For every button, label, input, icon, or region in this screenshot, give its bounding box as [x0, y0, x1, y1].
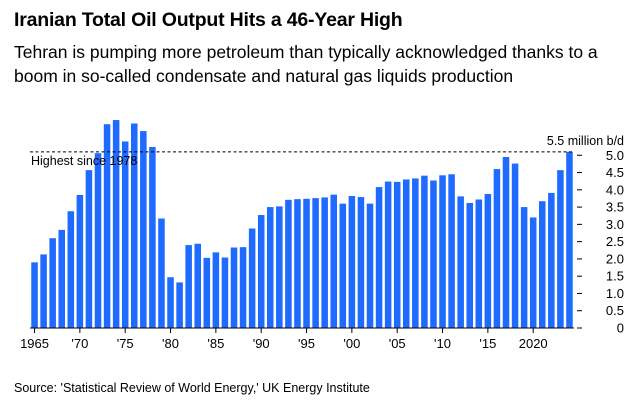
bar-2012: [457, 196, 464, 328]
bar-series: [31, 120, 573, 329]
bar-2019: [520, 207, 528, 328]
bar-1982: [185, 245, 192, 328]
bar-1967: [49, 238, 56, 328]
chart-subtitle: Tehran is pumping more petroleum than ty…: [14, 42, 598, 86]
bar-1969: [67, 211, 75, 328]
bar-1971: [85, 170, 93, 328]
bar-1994: [294, 199, 301, 328]
bar-1976: [131, 123, 138, 329]
bar-2020: [529, 217, 537, 328]
bar-1979: [158, 218, 165, 328]
bar-2010: [439, 175, 446, 328]
bar-2013: [466, 202, 473, 328]
x-tick-label: '15: [479, 336, 496, 351]
bar-1974: [112, 120, 120, 328]
bar-1993: [285, 199, 292, 328]
bar-1998: [330, 194, 337, 328]
bar-1970: [76, 195, 84, 328]
y-tick-label: 2.0: [606, 251, 624, 266]
y-tick-label: 1.0: [606, 286, 624, 301]
bar-2024: [566, 151, 573, 328]
bar-1966: [40, 254, 47, 328]
bar-2014: [475, 199, 483, 328]
bar-1996: [312, 198, 319, 328]
bar-2002: [366, 203, 374, 328]
source-note: Source: 'Statistical Review of World Ene…: [14, 381, 370, 395]
bar-1973: [103, 124, 111, 329]
bar-1987: [230, 247, 238, 328]
bar-2017: [502, 157, 510, 328]
bar-2018: [511, 163, 519, 328]
bar-2023: [557, 170, 564, 328]
y-tick-label: 2.5: [606, 234, 624, 249]
bar-2009: [430, 180, 437, 328]
y-tick-label: 0.5: [606, 303, 624, 318]
bar-2015: [484, 193, 492, 328]
x-tick-label: '85: [207, 336, 224, 351]
x-tick-label: 2020: [519, 336, 548, 351]
bar-1981: [176, 282, 183, 328]
bar-1965: [31, 262, 38, 328]
bar-2001: [357, 197, 365, 328]
bar-1968: [58, 229, 65, 328]
x-tick-label: '00: [343, 336, 360, 351]
bar-1999: [339, 203, 347, 328]
x-tick-label: '10: [434, 336, 451, 351]
bar-1975: [121, 141, 129, 328]
chart-title: Iranian Total Oil Output Hits a 46-Year …: [14, 9, 403, 31]
x-tick-label: '75: [117, 336, 134, 351]
bar-2005: [393, 181, 401, 328]
bar-1980: [167, 277, 174, 328]
bar-2021: [539, 201, 546, 328]
bar-1984: [203, 257, 211, 328]
bar-2003: [375, 187, 383, 328]
bar-1992: [276, 206, 283, 328]
bar-1997: [321, 197, 328, 328]
x-tick-label: 1965: [20, 336, 49, 351]
bar-2016: [493, 169, 501, 328]
bar-2006: [403, 179, 410, 328]
bar-2011: [448, 174, 455, 328]
x-tick-label: '95: [298, 336, 315, 351]
bar-2000: [348, 196, 356, 328]
y-tick-label: 1.5: [606, 269, 624, 284]
bar-1985: [212, 252, 220, 328]
bar-1977: [140, 131, 147, 328]
y-tick-label: 3.5: [606, 200, 624, 215]
x-tick-label: '80: [162, 336, 179, 351]
y-axis-unit-label: 5.5 million b/d: [547, 134, 624, 148]
bar-1995: [303, 198, 310, 328]
bar-2007: [412, 178, 419, 328]
bar-1986: [221, 257, 229, 328]
bar-1983: [194, 243, 201, 328]
bar-1991: [267, 207, 274, 328]
bar-1988: [239, 247, 247, 328]
y-tick-label: 4.5: [606, 165, 624, 180]
bar-1978: [149, 146, 156, 328]
bar-2008: [421, 175, 428, 328]
bar-1972: [94, 153, 102, 328]
bar-2004: [384, 181, 392, 328]
bar-1990: [257, 215, 265, 328]
y-tick-label: 0: [617, 321, 624, 336]
y-tick-label: 3.0: [606, 217, 624, 232]
bar-1989: [248, 228, 256, 328]
x-tick-label: '90: [253, 336, 270, 351]
y-tick-label: 4.0: [606, 182, 624, 197]
x-tick-label: '05: [389, 336, 406, 351]
y-axis: 0 0.5 1.0 1.5 2.0 2.5 3.0 3.5 4.0 4.5 5.0: [577, 148, 624, 336]
reference-line-label: Highest since 1978: [31, 154, 137, 168]
bar-2022: [548, 192, 555, 328]
x-tick-label: '70: [71, 336, 88, 351]
y-tick-label: 5.0: [606, 148, 624, 163]
x-axis: 1965 '70 '75 '80 '85 '90 '95 '00 '05 '10 '15 2020: [20, 328, 548, 351]
